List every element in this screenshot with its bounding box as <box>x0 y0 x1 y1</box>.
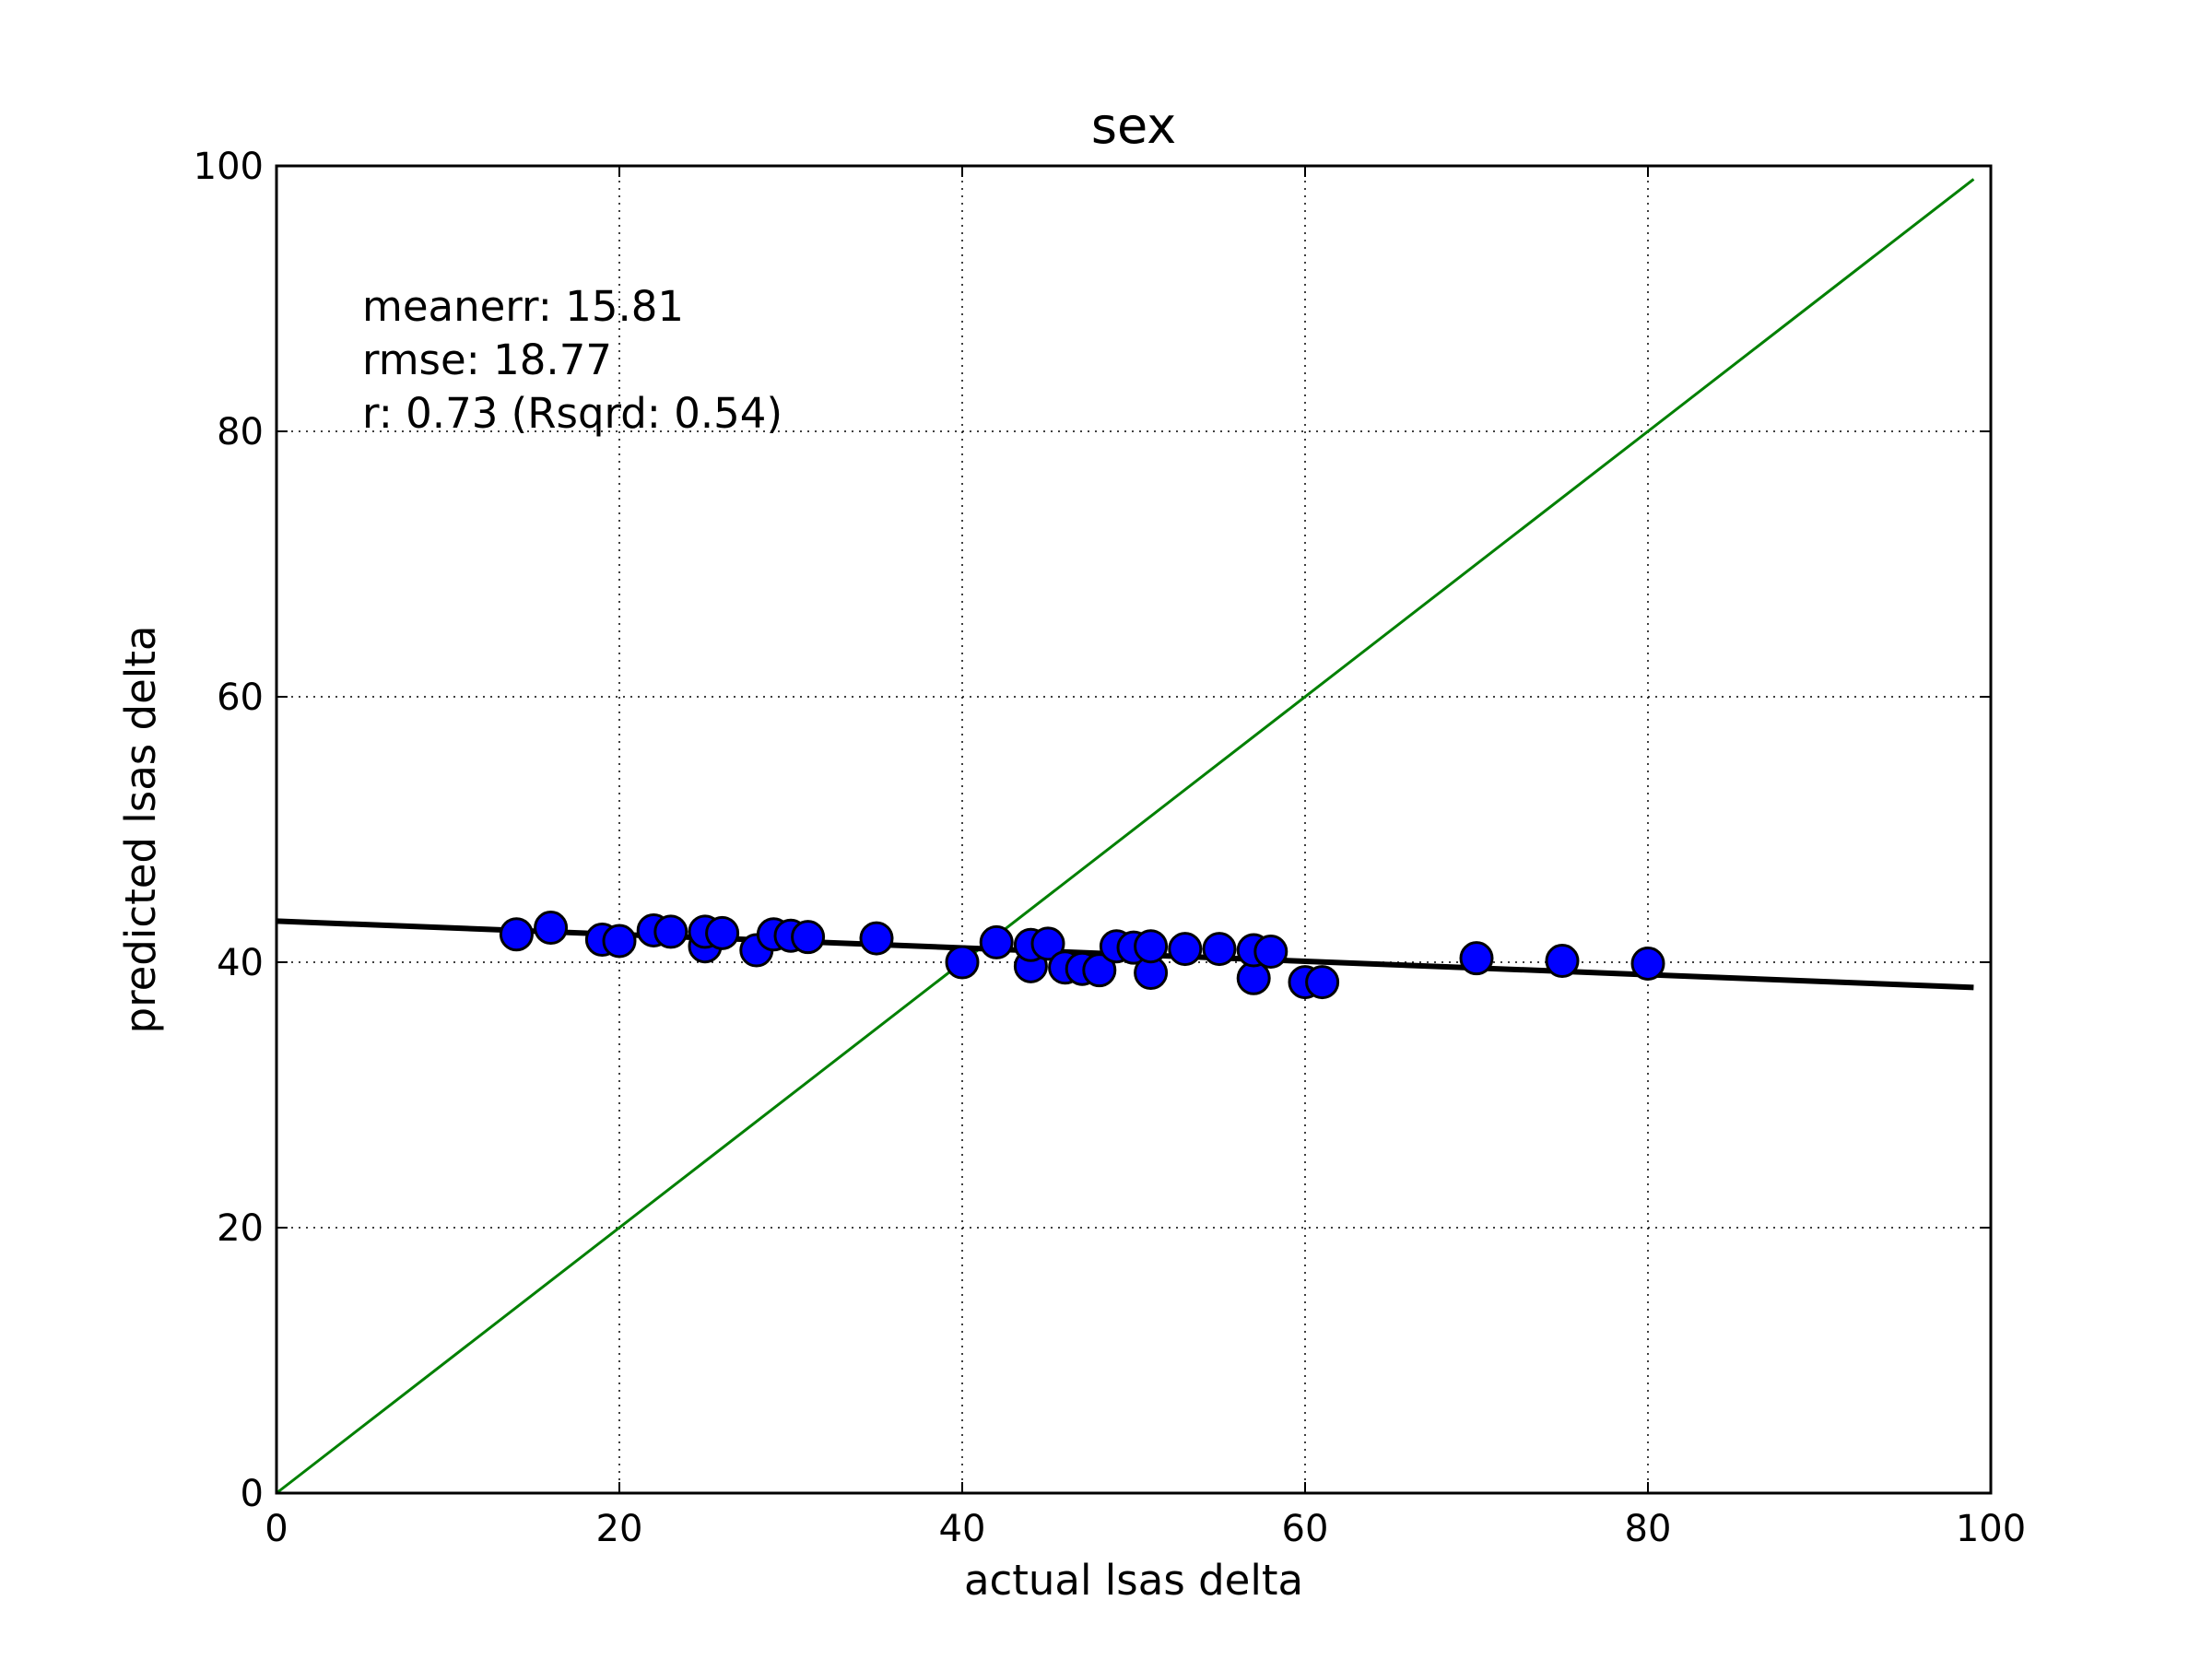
data-point <box>859 921 894 956</box>
ticks: 0 20 40 60 80 100 0 20 40 60 80 100 <box>194 146 2027 1550</box>
data-point <box>602 924 637 959</box>
data-point <box>1134 929 1169 964</box>
data-points <box>499 911 1665 1000</box>
x-tick-label: 80 <box>1625 1508 1672 1550</box>
data-point <box>791 920 826 955</box>
y-tick-label: 60 <box>217 677 264 719</box>
x-tick-label: 0 <box>265 1508 288 1550</box>
x-tick-label: 20 <box>596 1508 643 1550</box>
data-point <box>945 945 980 980</box>
data-point <box>705 915 740 950</box>
data-point <box>534 911 569 946</box>
y-tick-label: 40 <box>217 942 264 984</box>
annotation-meanerr: meanerr: 15.81 <box>362 282 684 331</box>
data-point <box>1459 941 1494 976</box>
data-point <box>1082 953 1117 988</box>
data-point <box>1545 944 1580 979</box>
y-axis-label: predicted lsas delta <box>116 625 165 1033</box>
plot-frame <box>275 164 1993 1495</box>
data-point <box>1305 965 1340 1000</box>
x-axis-label: actual lsas delta <box>964 1556 1303 1605</box>
data-point <box>653 914 688 949</box>
data-point <box>1168 932 1203 967</box>
y-tick-label: 100 <box>194 146 264 188</box>
data-point <box>1630 946 1665 981</box>
annotation-r: r: 0.73 (Rsqrd: 0.54) <box>362 389 782 438</box>
x-tick-label: 40 <box>939 1508 986 1550</box>
chart-title: sex <box>1091 97 1176 155</box>
data-point <box>499 917 534 952</box>
identity-line <box>276 178 1975 1495</box>
x-tick-label: 100 <box>1956 1508 2026 1550</box>
data-point <box>1253 934 1288 969</box>
data-point <box>1030 926 1065 961</box>
y-tick-label: 80 <box>217 411 264 453</box>
data-point <box>979 924 1014 959</box>
annotation-rmse: rmse: 18.77 <box>362 335 612 384</box>
y-tick-label: 20 <box>217 1207 264 1250</box>
x-tick-label: 60 <box>1282 1508 1329 1550</box>
y-tick-label: 0 <box>241 1473 264 1515</box>
data-point <box>1202 932 1237 967</box>
